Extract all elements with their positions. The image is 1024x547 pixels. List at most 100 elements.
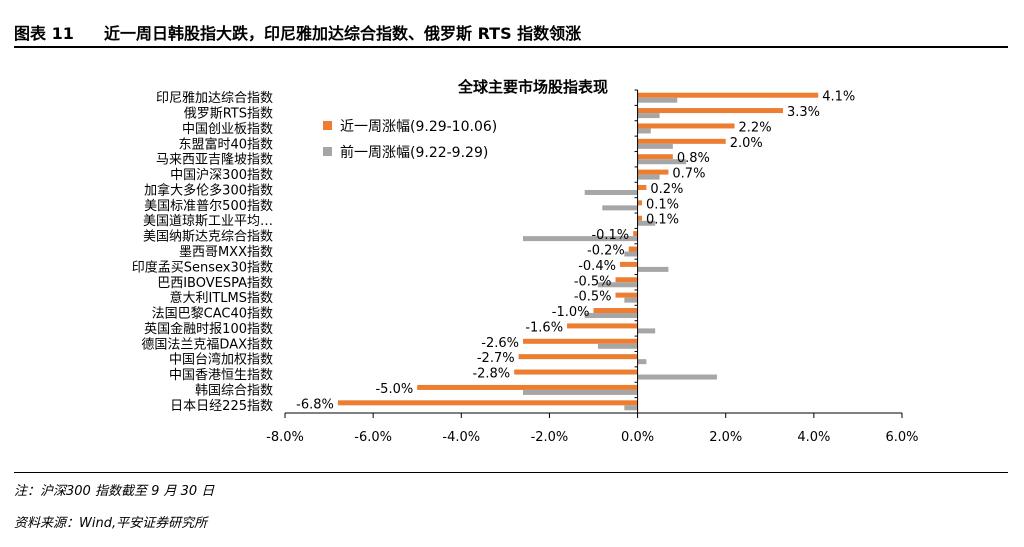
bar-previous-week [584,189,638,195]
category-label: 印尼雅加达综合指数 [156,91,273,106]
bar-previous-week [637,113,660,119]
bar-current-week [615,292,638,298]
category-label: 巴西IBOVESPA指数 [157,276,273,291]
bar-previous-week [637,143,673,149]
bar-previous-week [637,174,660,180]
bar-current-week [514,369,638,375]
bar-current-week [637,215,642,221]
data-label: 3.3% [787,105,820,120]
x-tick-label: -2.0% [531,430,569,445]
x-tick-label: -8.0% [266,430,304,445]
data-label: 0.2% [650,182,683,197]
category-label: 英国金融时报100指数 [144,321,273,337]
category-label: 美国标准普尔500指数 [144,199,273,214]
figure-number: 图表 11 [14,24,74,43]
category-label: 马来西亚吉隆坡指数 [156,153,273,168]
bar-current-week [337,400,638,406]
x-tick-label: 6.0% [885,430,918,445]
legend: 近一周涨幅(9.29-10.06) 前一周涨幅(9.22-9.29) [323,119,497,161]
bar-current-week [637,154,673,160]
bar-previous-week [637,266,669,272]
bar-current-week [637,92,819,98]
data-label: -2.6% [481,336,519,351]
bar-previous-week [637,220,656,226]
category-label: 美国纳斯达克综合指数 [143,230,273,245]
data-label: 0.1% [646,213,679,228]
x-tick-label: -4.0% [442,430,480,445]
category-label: 墨西哥MXX指数 [179,245,273,260]
category-label: 意大利ITLMS指数 [170,290,274,306]
category-label: 加拿大多伦多300指数 [144,182,273,198]
data-label: 0.7% [672,167,705,182]
data-label: -1.0% [552,305,590,320]
category-label: 印度孟买Sensex30指数 [132,259,273,275]
data-label: 2.0% [730,136,763,151]
chart-title: 全球主要市场股指表现 [457,78,608,96]
footer-source: 资料来源：Wind,平安证券研究所 [14,516,208,531]
data-label: -0.5% [574,290,612,305]
x-tick-label: 2.0% [709,430,742,445]
data-label: -1.6% [525,320,563,335]
bar-current-week [637,184,647,190]
bar-current-week [633,231,638,237]
data-label: -5.0% [375,382,413,397]
figure-header: 图表 11 近一周日韩股指大跌，印尼雅加达综合指数、俄罗斯 RTS 指数领涨 [14,14,1008,48]
bar-previous-week [637,359,647,365]
bar-previous-week [522,236,638,242]
data-label: 0.8% [677,151,710,166]
category-label: 东盟富时40指数 [178,136,273,152]
category-label: 中国沪深300指数 [170,167,273,183]
x-tick-label: -6.0% [354,430,392,445]
x-tick-label: 0.0% [621,430,654,445]
bar-previous-week [637,128,651,134]
bar-previous-week [522,389,638,395]
bar-previous-week [584,313,638,319]
data-label: -2.8% [472,367,510,382]
bar-previous-week [624,251,638,257]
category-label: 美国道琼斯工业平均… [143,214,273,229]
bar-previous-week [597,282,638,288]
data-label: 4.1% [822,90,855,105]
bar-current-week [619,261,638,267]
legend-label-previous: 前一周涨幅(9.22-9.29) [340,144,488,161]
bar-previous-week [637,328,656,334]
bars-group: 4.1%3.3%2.2%2.0%0.8%0.7%0.2%0.1%0.1%-0.1… [296,90,855,413]
category-label: 韩国综合指数 [195,383,273,398]
bar-previous-week [637,374,717,380]
data-label: 0.1% [646,197,679,212]
bar-current-week [637,108,784,114]
data-label: -2.7% [477,351,515,366]
legend-swatch-previous [323,147,332,156]
figure-title: 近一周日韩股指大跌，印尼雅加达综合指数、俄罗斯 RTS 指数领涨 [104,24,582,43]
data-label: -0.2% [587,244,625,259]
bar-current-week [628,246,638,252]
category-label: 中国香港恒生指数 [169,368,273,383]
bar-current-week [593,308,638,314]
x-axis: -8.0% -6.0% -4.0% -2.0% 0.0% 2.0% 4.0% 6.0% [266,89,919,445]
bar-previous-week [637,97,678,103]
category-label: 俄罗斯RTS指数 [184,107,273,122]
bar-previous-week [602,205,638,211]
category-label: 中国创业板指数 [182,122,273,137]
bar-previous-week [624,405,638,411]
data-label: -0.1% [591,228,629,243]
data-label: -0.5% [574,274,612,289]
bar-current-week [637,138,726,144]
category-labels: 印尼雅加达综合指数俄罗斯RTS指数中国创业板指数东盟富时40指数马来西亚吉隆坡指… [132,91,273,414]
category-label: 日本日经225指数 [170,399,273,414]
category-label: 法国巴黎CAC40指数 [152,307,273,322]
data-label: -0.4% [578,259,616,274]
bar-previous-week [624,297,638,303]
bar-previous-week [637,159,687,165]
bar-current-week [637,123,735,129]
bar-current-week [417,384,638,390]
data-label: -6.8% [296,397,334,412]
category-label: 德国法兰克福DAX指数 [141,337,273,352]
bar-current-week [637,200,642,206]
bar-current-week [522,338,638,344]
bar-current-week [615,277,638,283]
bar-current-week [518,354,638,360]
legend-label-current: 近一周涨幅(9.29-10.06) [340,119,497,135]
legend-swatch-current [323,121,332,130]
